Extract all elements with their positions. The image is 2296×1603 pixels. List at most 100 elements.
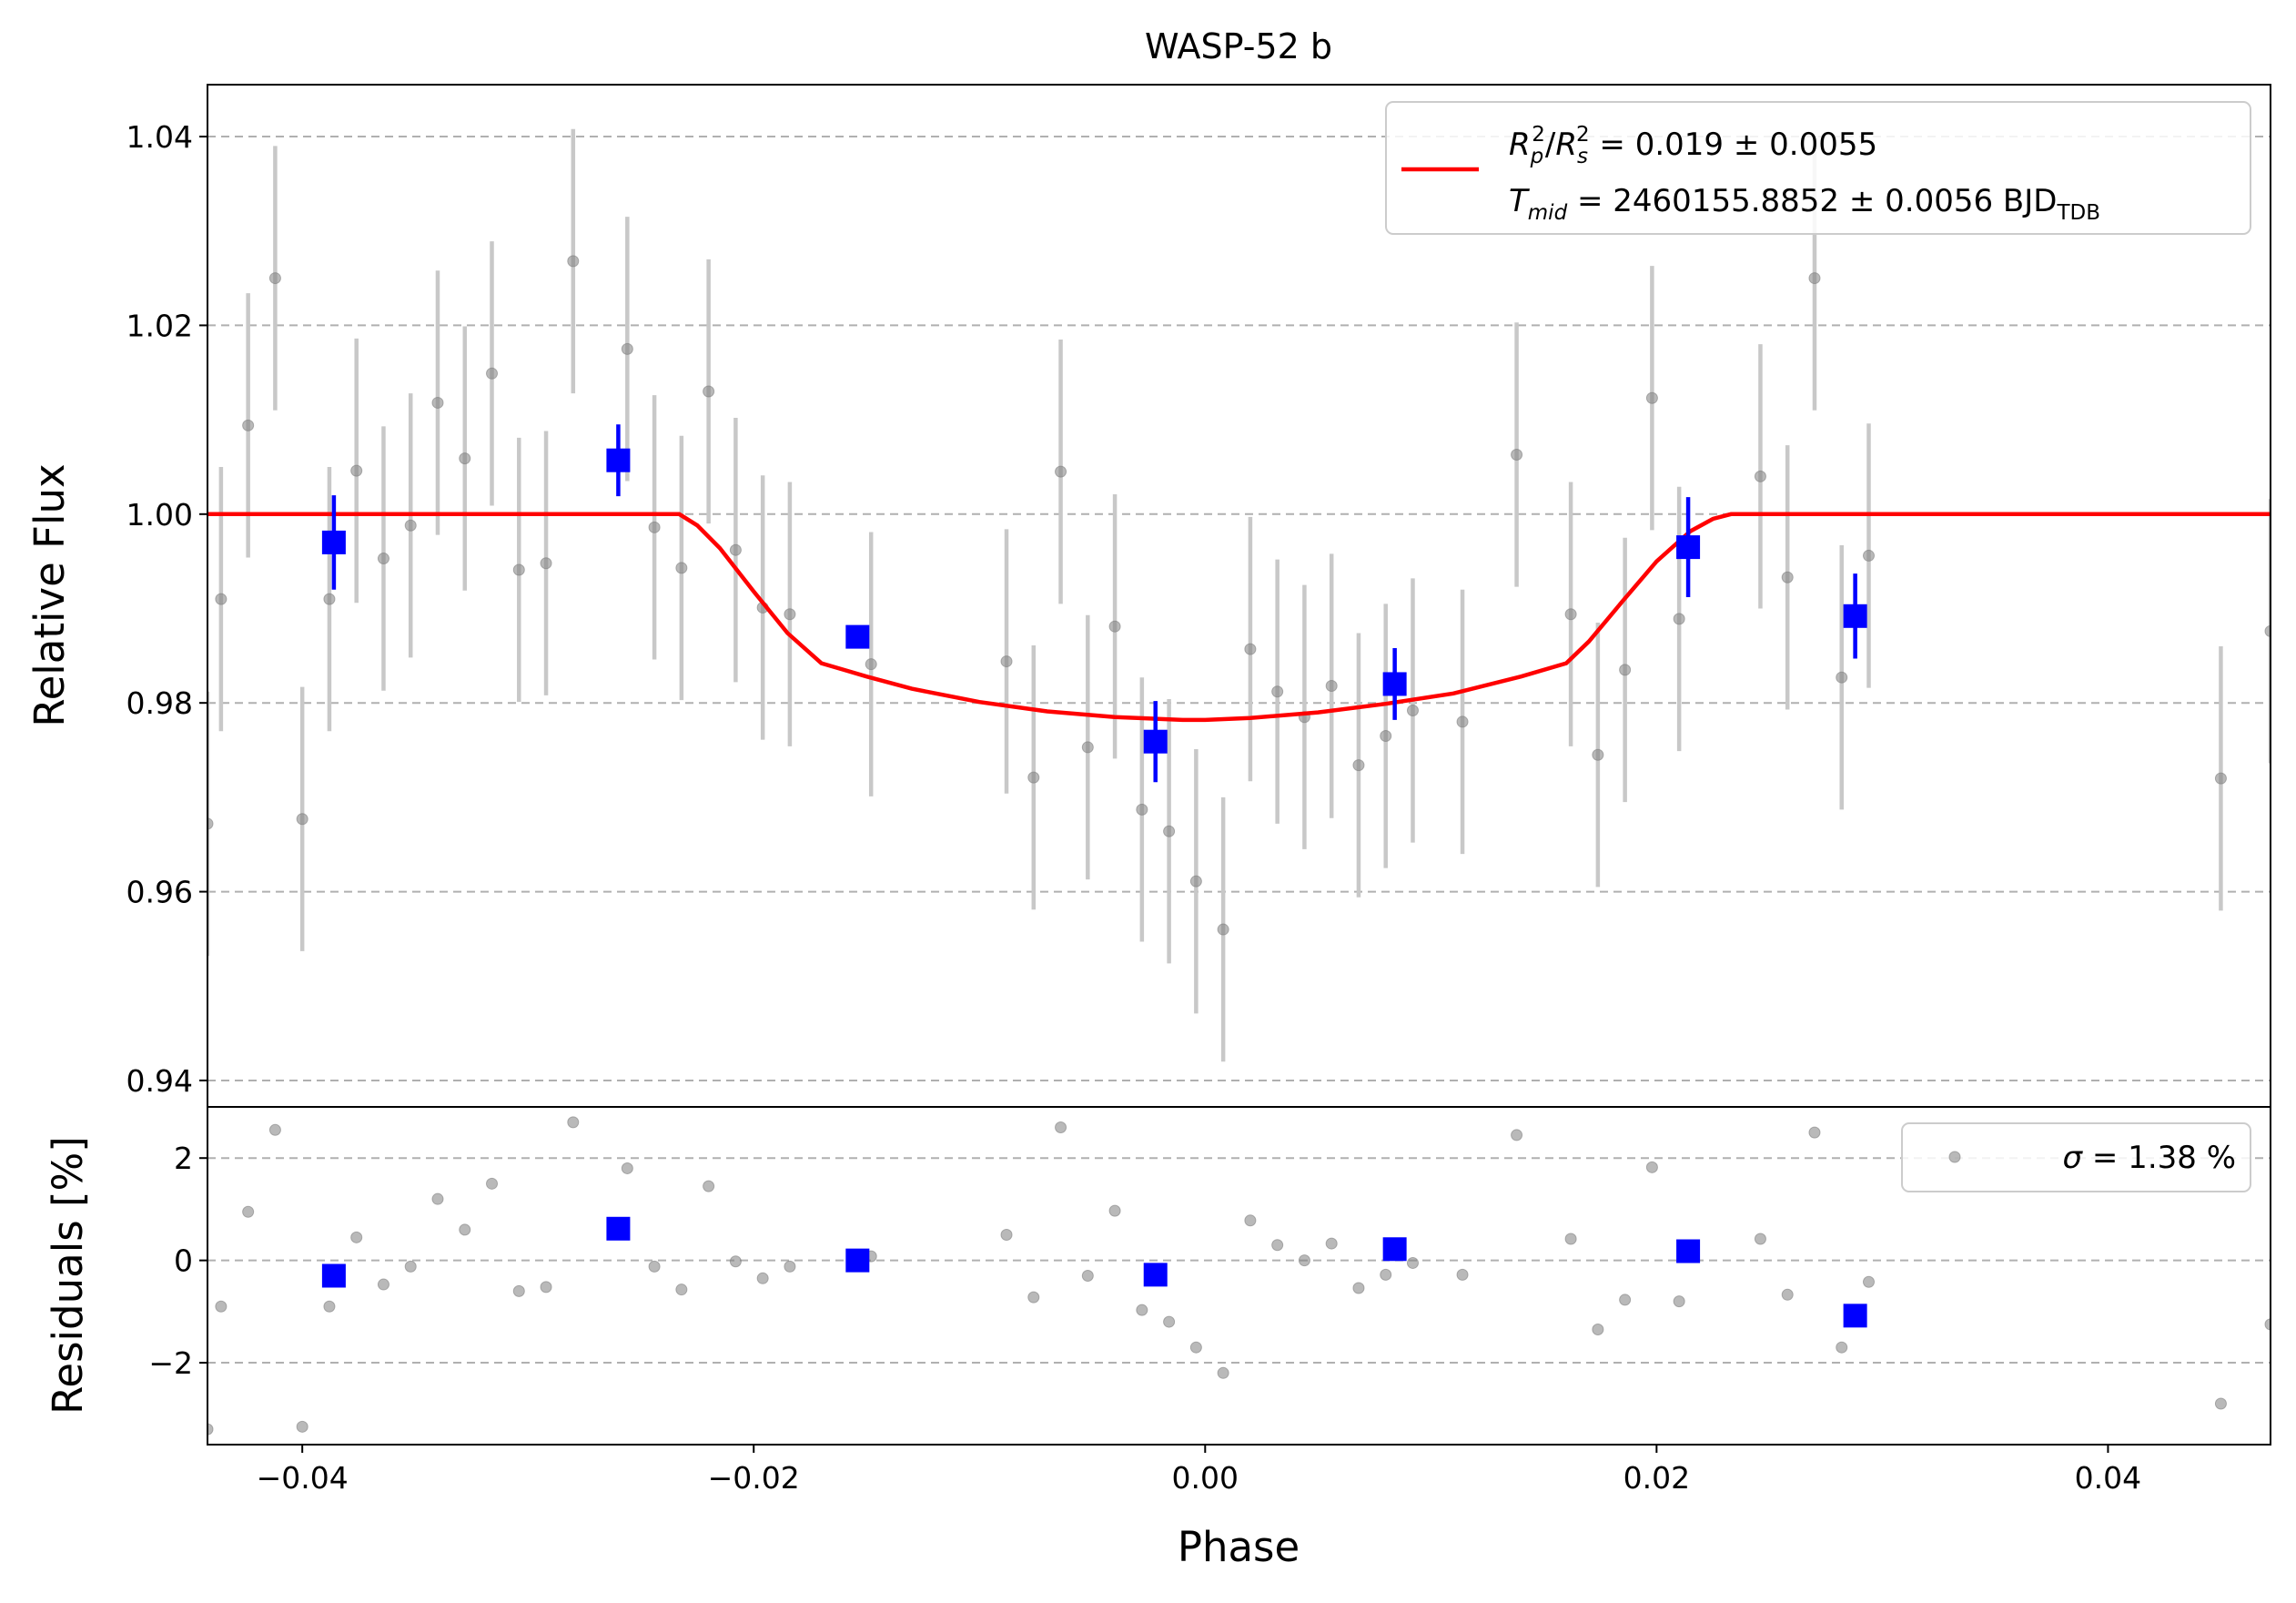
binned-points [321,424,1867,783]
raw-residual-point [1189,1341,1202,1354]
raw-residual-point [512,1284,525,1297]
residual-ytick-label: −2 [148,1345,193,1381]
binned-residual-point [321,1263,346,1288]
raw-residual-point [1406,1256,1419,1269]
raw-residual-point [1244,1214,1257,1227]
raw-flux-point [865,658,877,671]
raw-flux-point [1244,643,1257,655]
raw-residual-point [323,1300,336,1313]
raw-flux-point [1352,759,1365,772]
raw-flux-point [621,342,633,355]
raw-flux-point [1564,608,1577,621]
raw-flux-point [242,419,255,431]
flux-ytick-label: 1.04 [126,119,193,155]
binned-flux-point [1843,604,1867,628]
raw-residual-point [1055,1121,1067,1133]
raw-flux-point [567,255,580,268]
raw-flux-point [1000,655,1013,668]
legend-tmid-entry: Tmid = 2460155.8852 ± 0.0056 BJDTDB [1509,183,2100,225]
raw-flux-point [1217,923,1229,936]
binned-residual-point [845,1248,870,1273]
binned-flux-point [606,448,631,472]
raw-residual-point [1380,1268,1392,1281]
raw-flux-point [2214,772,2227,785]
raw-residual-point [1456,1268,1469,1281]
raw-flux-point [703,385,715,398]
raw-flux-point [207,817,214,830]
raw-flux-point [1808,272,1821,285]
raw-flux-point [675,562,688,574]
raw-flux-point [1189,875,1202,888]
raw-flux-point [431,396,444,409]
flux-ytick-label: 0.94 [126,1063,193,1099]
raw-flux-point [1863,549,1876,562]
raw-residual-point [675,1283,688,1296]
raw-flux-point [404,519,417,532]
residual-axes-frame [207,1106,2271,1446]
raw-points [207,255,2271,936]
raw-flux-point [1027,771,1040,784]
raw-residual-point [1136,1304,1148,1316]
legend-residual-swatch [1948,1151,1961,1163]
raw-residual-point [1836,1341,1848,1354]
raw-residual-point [2214,1397,2227,1410]
raw-residual-point [540,1281,552,1294]
raw-flux-point [1592,748,1604,761]
raw-flux-point [1511,448,1523,461]
raw-residual-point [1619,1294,1632,1306]
raw-residual-point [729,1255,742,1268]
flux-legend: Rp2/Rs2 = 0.019 ± 0.0055 Tmid = 2460155.… [1385,101,2251,235]
raw-flux-point [1456,715,1469,728]
residual-y-axis-label: Residuals [%] [44,1136,92,1415]
raw-residual-point [648,1260,661,1273]
raw-residual-point [486,1177,499,1190]
x-axis-label: Phase [1178,1523,1300,1571]
raw-residual-point [784,1260,796,1273]
raw-residual-point [2264,1318,2271,1331]
legend-sigma-entry: σ = 1.38 % [2063,1140,2236,1176]
raw-flux-point [512,563,525,576]
binned-residual-point [1843,1304,1867,1328]
residual-panel: −2 0 2 Residuals [%] σ = 1.38 % [44,1106,2271,1446]
raw-flux-point [784,608,796,621]
raw-flux-point [1108,620,1121,633]
raw-flux-point [268,272,281,285]
flux-ytick-label: 1.00 [126,497,193,533]
binned-flux-point [1143,729,1168,754]
raw-residual-point [350,1231,363,1243]
raw-residual-point [1271,1239,1284,1252]
xtick-label: 0.00 [1172,1460,1239,1496]
raw-residual-point [1108,1204,1121,1217]
residual-ytick-label: 0 [174,1243,193,1279]
residual-gridlines [207,1157,2271,1365]
raw-residual-point [1564,1233,1577,1245]
raw-residual-point [1217,1366,1229,1379]
flux-y-axis-label: Relative Flux [25,463,74,726]
binned-flux-point [845,624,870,649]
raw-residual-point [621,1162,633,1174]
raw-flux-point [1754,470,1766,482]
raw-residual-points [207,1116,2271,1436]
binned-flux-point [321,530,346,554]
raw-flux-point [1055,465,1067,478]
raw-residual-point [1511,1129,1523,1141]
binned-flux-point [1676,535,1701,560]
xtick-label: 0.04 [2075,1460,2141,1496]
raw-flux-point [323,593,336,605]
xtick-label: −0.04 [257,1460,349,1496]
binned-residual-point [606,1216,631,1241]
raw-flux-point [1136,803,1148,816]
raw-flux-point [1645,391,1658,404]
transit-model-curve [207,512,2271,723]
residual-legend: σ = 1.38 % [1901,1122,2251,1192]
raw-residual-point [1163,1315,1176,1328]
raw-residual-point [404,1260,417,1273]
raw-flux-point [1406,704,1419,716]
chart-title: WASP-52 b [1145,26,1332,66]
flux-ytick-label: 0.98 [126,685,193,721]
raw-flux-point [1325,680,1338,693]
raw-flux-point [729,543,742,556]
raw-residual-point [459,1223,471,1236]
raw-residual-point [1000,1229,1013,1242]
raw-residual-point [1673,1295,1685,1308]
